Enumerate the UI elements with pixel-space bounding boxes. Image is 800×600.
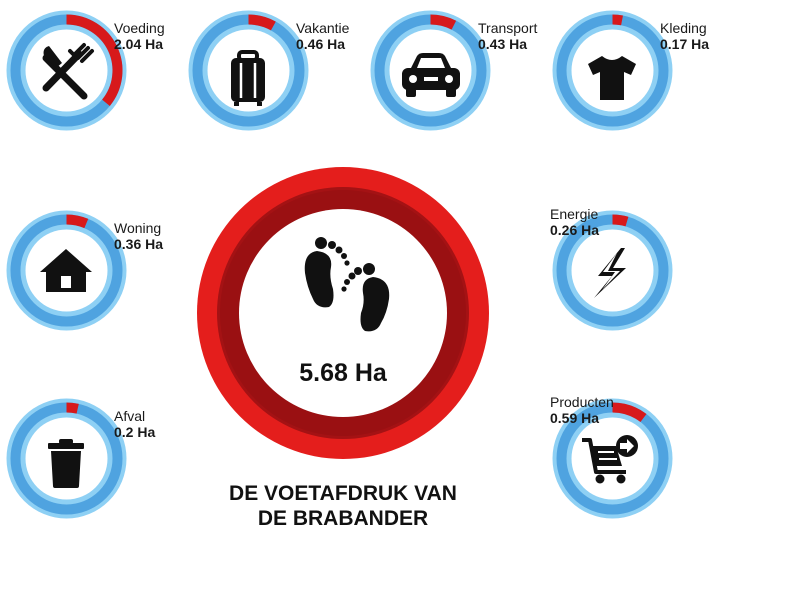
lightning-icon [594, 248, 626, 298]
trash-bin-icon [48, 439, 84, 488]
ring-segment [66, 214, 89, 229]
ring-segment [66, 14, 123, 106]
ring-segment [248, 14, 276, 31]
category-label: Transport 0.43 Ha [478, 20, 537, 52]
total-value: 5.68 Ha [299, 359, 387, 387]
ring-segment [66, 402, 79, 414]
category-kleding: Kleding 0.17 Ha [550, 8, 709, 133]
ring-segment [430, 14, 457, 30]
suitcase-icon [231, 50, 265, 106]
footprints-icon [304, 237, 390, 332]
category-transport: Transport 0.43 Ha [368, 8, 537, 133]
category-name: Vakantie [296, 20, 350, 36]
category-name: Transport [478, 20, 538, 36]
category-label: Voeding 2.04 Ha [114, 20, 165, 52]
category-value: 0.26 Ha [550, 222, 600, 238]
category-name: Producten [550, 394, 614, 410]
category-value: 0.36 Ha [114, 236, 164, 252]
category-value: 0.17 Ha [660, 36, 710, 52]
ring-segment [612, 402, 647, 423]
category-name: Energie [550, 206, 599, 222]
category-label: Woning 0.36 Ha [114, 220, 163, 252]
category-value: 0.43 Ha [478, 36, 528, 52]
title-line-1: DE VOETAFDRUK VAN [229, 482, 457, 505]
category-woning: Woning 0.36 Ha [4, 208, 163, 333]
category-afval: Afval 0.2 Ha [4, 396, 155, 521]
category-name: Kleding [660, 20, 707, 36]
category-label: Producten 0.59 Ha [550, 394, 614, 426]
total-footprint-circle: 5.68 Ha [193, 163, 493, 463]
category-name: Woning [114, 220, 162, 236]
page-title: DE VOETAFDRUK VAN DE BRABANDER [193, 481, 493, 531]
category-label: Afval 0.2 Ha [114, 408, 155, 440]
house-icon [40, 249, 92, 292]
category-producten: Producten 0.59 Ha [550, 394, 675, 521]
category-value: 2.04 Ha [114, 36, 164, 52]
category-vakantie: Vakantie 0.46 Ha [186, 8, 349, 133]
tshirt-icon [588, 56, 636, 100]
shopping-cart-icon [582, 435, 638, 484]
ring-segment [612, 14, 623, 26]
title-line-2: DE BRABANDER [257, 507, 429, 530]
category-energie: Energie 0.26 Ha [550, 206, 675, 333]
category-value: 0.46 Ha [296, 36, 346, 52]
fork-knife-icon [42, 43, 94, 100]
category-label: Vakantie 0.46 Ha [296, 20, 349, 52]
category-label: Energie 0.26 Ha [550, 206, 599, 238]
category-value: 0.2 Ha [114, 424, 156, 440]
ring-segment [612, 214, 629, 227]
category-voeding: Voeding 2.04 Ha [4, 8, 165, 133]
center-ring [197, 167, 489, 459]
car-icon [402, 53, 460, 97]
category-name: Afval [114, 408, 146, 424]
category-label: Kleding 0.17 Ha [660, 20, 709, 52]
category-value: 0.59 Ha [550, 410, 600, 426]
category-name: Voeding [114, 20, 165, 36]
